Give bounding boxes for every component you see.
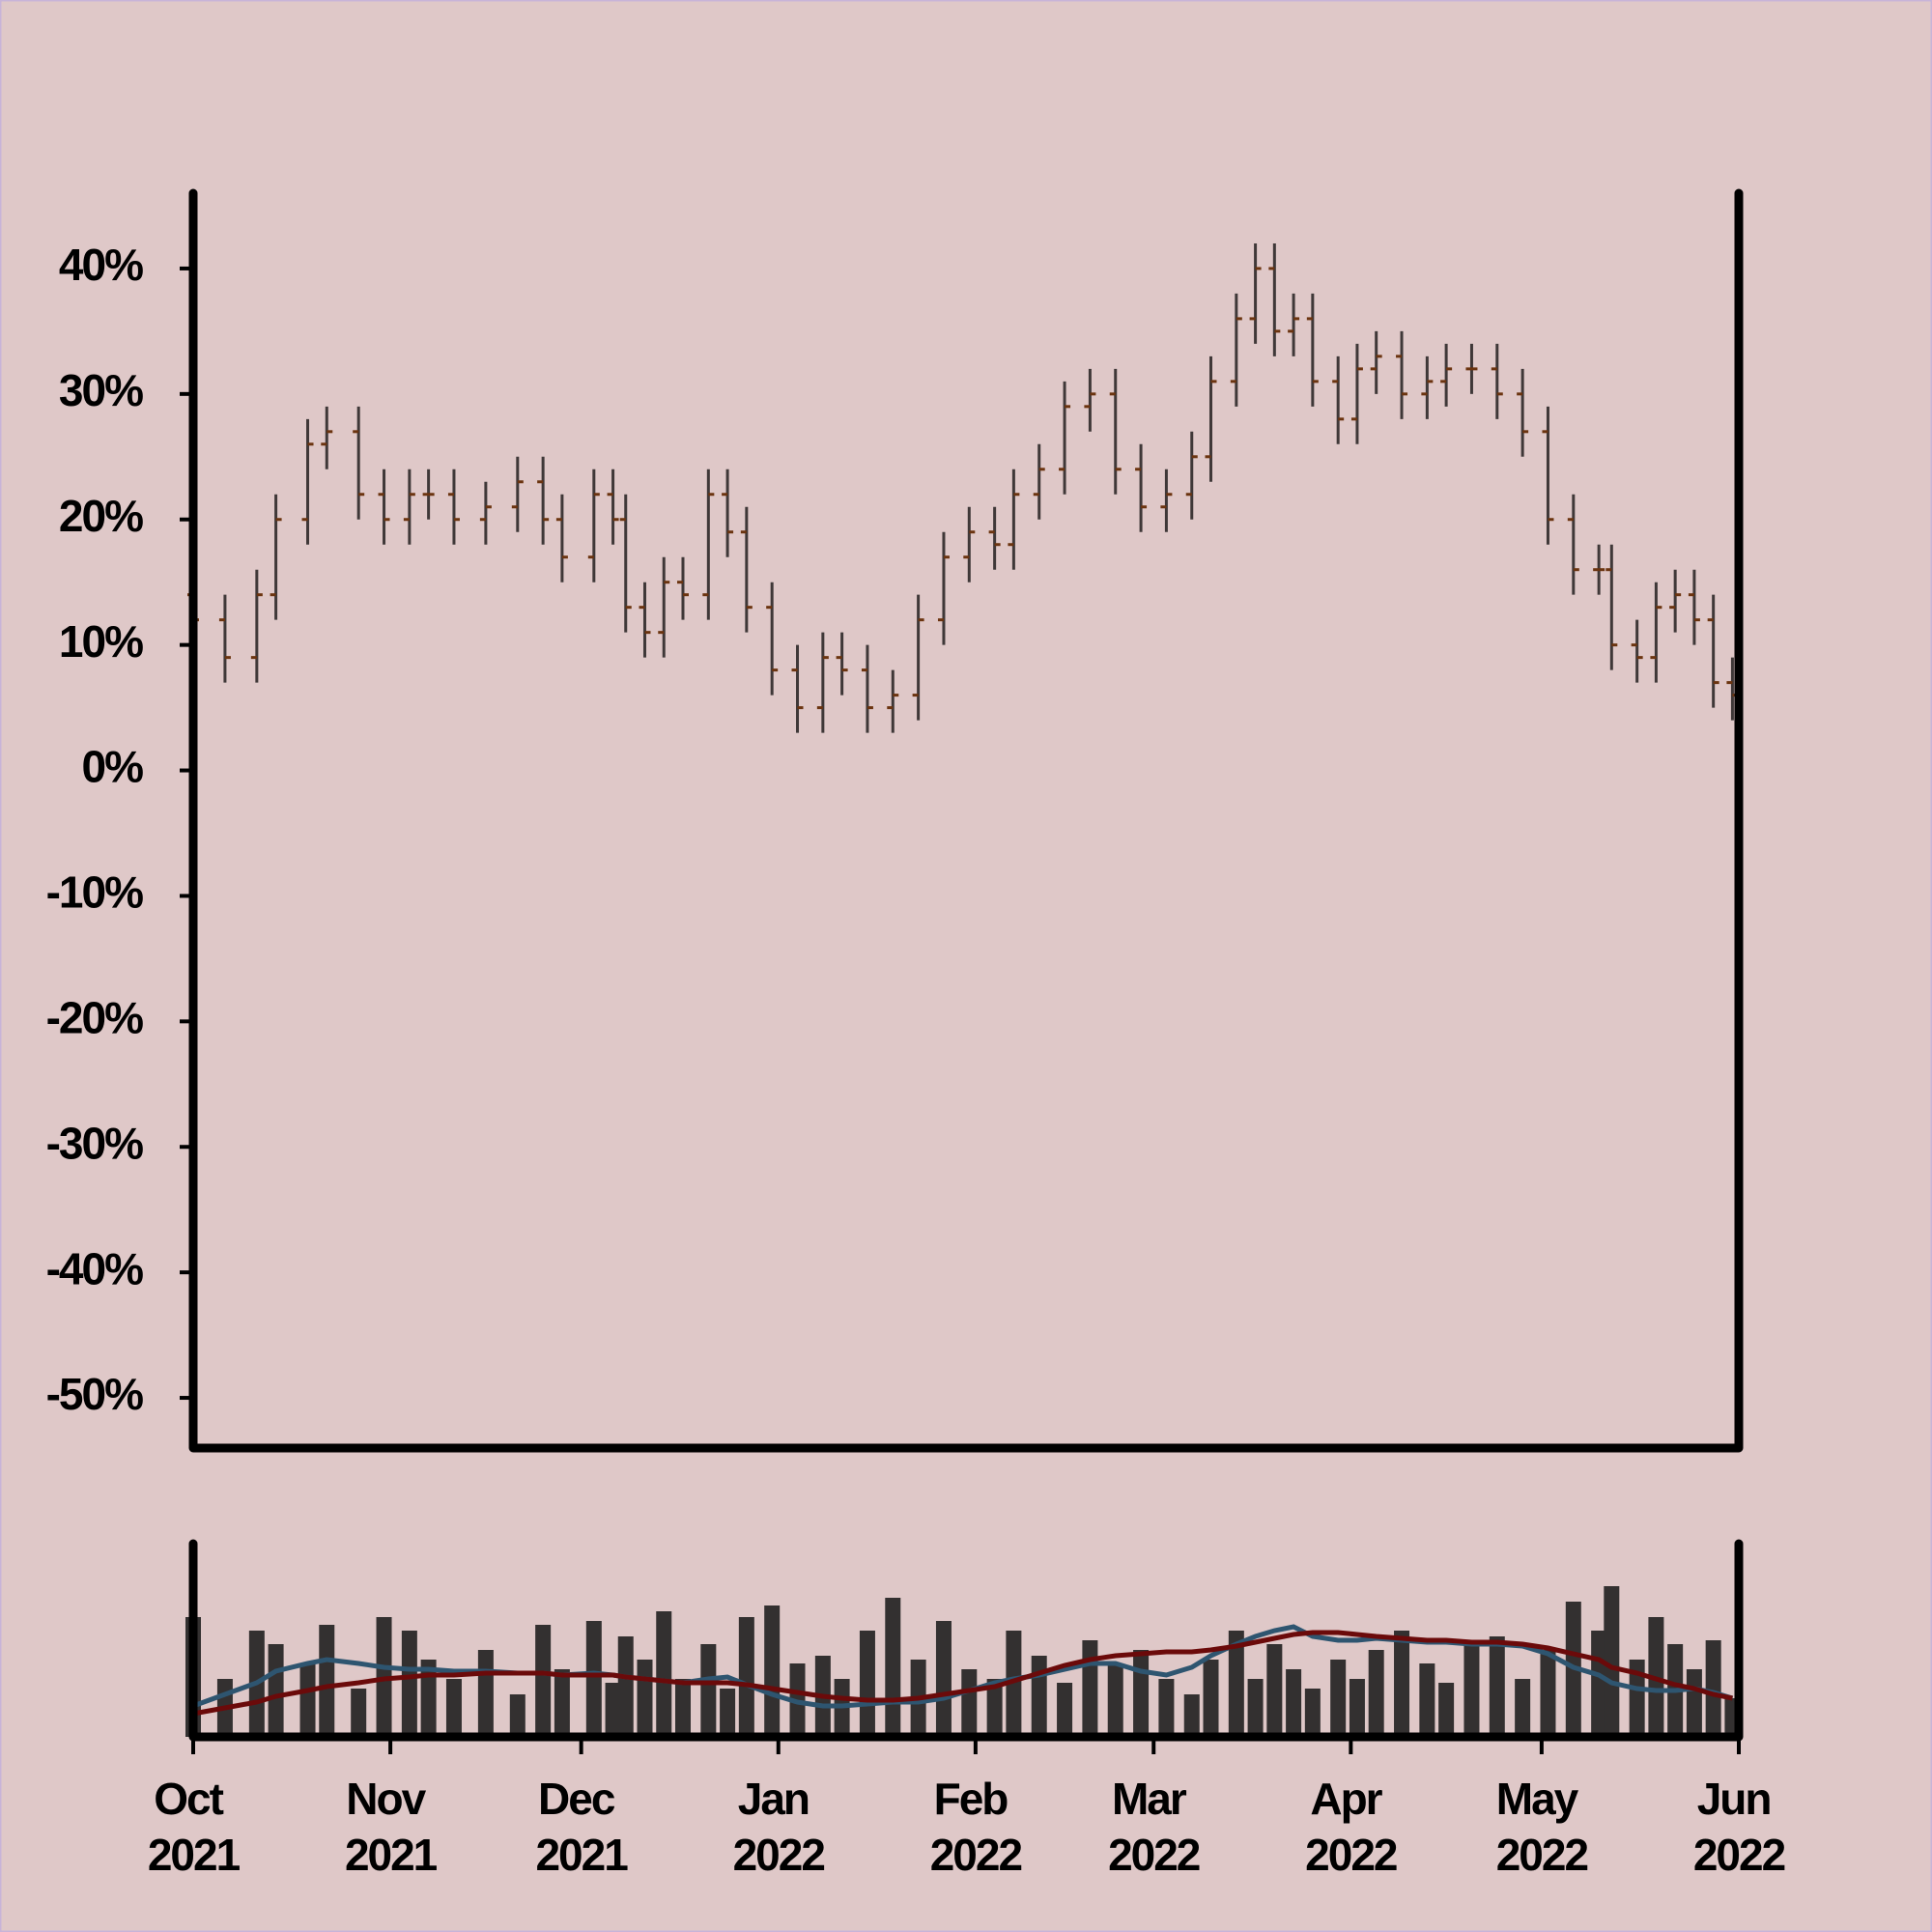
volume-bar [1705, 1640, 1721, 1737]
volume-bar [1394, 1631, 1410, 1737]
volume-bar [674, 1679, 691, 1737]
volume-bar [268, 1644, 284, 1737]
volume-bar [656, 1611, 672, 1737]
volume-bar [1463, 1644, 1480, 1737]
volume-bar [1419, 1663, 1435, 1737]
volume-bar [1604, 1586, 1620, 1737]
x-tick-label-line: Jun [1697, 1774, 1781, 1824]
volume-bar [351, 1689, 367, 1737]
volume-bar [420, 1660, 437, 1737]
x-tick-label-line: 2021 [148, 1830, 241, 1880]
volume-bar [1489, 1636, 1505, 1737]
volume-bar [1540, 1650, 1556, 1737]
volume-bar [605, 1683, 621, 1737]
volume-bar [1286, 1669, 1302, 1737]
y-tick-label: 0% [82, 742, 144, 792]
volume-bar [1203, 1660, 1219, 1737]
volume-bar [1006, 1631, 1022, 1737]
y-tick-label: -40% [46, 1243, 143, 1293]
y-tick-label: 30% [59, 365, 143, 415]
volume-bar [1082, 1640, 1098, 1737]
x-tick-label-line: Feb [934, 1774, 1018, 1824]
x-tick-label-line: Mar [1112, 1774, 1196, 1824]
x-tick-label-line: 2022 [1693, 1830, 1785, 1880]
volume-bar [1247, 1679, 1264, 1737]
volume-bar [509, 1694, 526, 1737]
y-tick-label: -10% [46, 867, 143, 918]
x-tick-label: Apr 2022 [1305, 1774, 1397, 1880]
volume-bar [1266, 1644, 1283, 1737]
volume-bar [1057, 1683, 1073, 1737]
y-tick-label: -20% [46, 992, 143, 1042]
volume-bar [1438, 1683, 1455, 1737]
x-tick-label: May 2022 [1496, 1774, 1588, 1880]
x-tick-label: Nov 2021 [345, 1774, 438, 1880]
x-tick-label: Feb 2022 [930, 1774, 1022, 1880]
volume-bar [1368, 1650, 1384, 1737]
volume-bar [1133, 1650, 1150, 1737]
x-tick-label-line: May [1496, 1774, 1587, 1824]
volume-bar [585, 1621, 602, 1737]
volume-bar [1686, 1669, 1702, 1737]
x-tick-label-line: 2022 [1496, 1830, 1588, 1880]
volume-bar [1349, 1679, 1365, 1737]
y-tick-label: 40% [59, 240, 143, 290]
volume-bar [700, 1644, 717, 1737]
volume-bar [554, 1669, 570, 1737]
volume-bar [445, 1679, 462, 1737]
volume-bar [1107, 1663, 1123, 1737]
volume-bar [477, 1650, 494, 1737]
x-tick-label-line: 2021 [345, 1830, 438, 1880]
volume-bar [1330, 1660, 1347, 1737]
x-tick-label-line: Nov [346, 1774, 435, 1824]
volume-bar [764, 1605, 781, 1737]
x-tick-label: Oct 2021 [148, 1774, 241, 1880]
volume-bar [535, 1625, 552, 1737]
axis-frame [188, 188, 1744, 1453]
y-tick-label: -50% [46, 1369, 143, 1419]
axis-frame [188, 1539, 1744, 1742]
x-tick-label-line: 2022 [930, 1830, 1022, 1880]
x-tick-label-line: 2022 [1108, 1830, 1200, 1880]
y-tick-label: -30% [46, 1118, 143, 1168]
volume-bar [319, 1625, 335, 1737]
volume-bar [1228, 1631, 1244, 1737]
volume-bar [617, 1636, 634, 1737]
volume-bar [1515, 1679, 1531, 1737]
volume-bar [1629, 1660, 1645, 1737]
x-tick-label-line: Apr [1310, 1774, 1391, 1824]
x-tick-label-line: 2021 [535, 1830, 628, 1880]
volume-bar [637, 1660, 653, 1737]
volume-bar [401, 1631, 417, 1737]
x-tick-label: Mar 2022 [1108, 1774, 1200, 1880]
x-tick-label-line: Jan [738, 1774, 819, 1824]
volume-bar [961, 1669, 978, 1737]
y-tick-label: 20% [59, 491, 143, 541]
volume-bar [720, 1689, 736, 1737]
volume-bar [885, 1598, 901, 1737]
volume-bar [1158, 1679, 1175, 1737]
volume-bar [1304, 1689, 1321, 1737]
volume-bar [986, 1679, 1003, 1737]
x-tick-label-line: Oct [154, 1774, 232, 1824]
y-tick-label: 10% [59, 616, 143, 667]
volume-bar [1031, 1656, 1047, 1737]
x-tick-label: Jan 2022 [733, 1774, 825, 1880]
x-tick-label-line: Dec [538, 1774, 624, 1824]
volume-bar [738, 1617, 754, 1737]
x-tick-label-line: 2022 [1305, 1830, 1397, 1880]
x-tick-label: Dec 2021 [535, 1774, 628, 1880]
volume-bar [1183, 1694, 1200, 1737]
volume-bar [299, 1663, 316, 1737]
x-tick-label-line: 2022 [733, 1830, 825, 1880]
moving-average-line [192, 1630, 1733, 1717]
volume-bar [935, 1621, 952, 1737]
x-tick-label: Jun 2022 [1693, 1774, 1785, 1880]
volume-bar [859, 1631, 875, 1737]
